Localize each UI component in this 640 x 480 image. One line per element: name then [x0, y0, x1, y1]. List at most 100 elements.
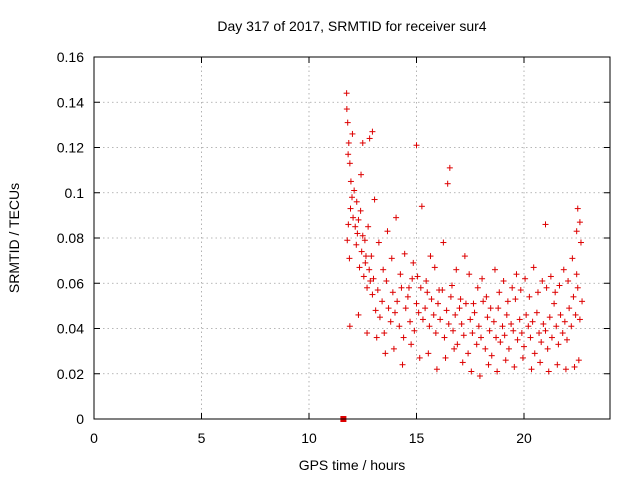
grid-layer [94, 57, 610, 419]
data-point [522, 275, 529, 282]
data-point [487, 305, 494, 312]
data-point [511, 363, 518, 370]
data-point [557, 311, 564, 318]
y-tick-label: 0.16 [57, 49, 84, 65]
data-point [531, 350, 538, 357]
data-point [508, 320, 515, 327]
data-point [568, 323, 575, 330]
data-point [458, 320, 465, 327]
data-point [411, 327, 418, 334]
data-point [470, 300, 477, 307]
data-point [442, 354, 449, 361]
data-point [468, 368, 475, 375]
data-point [440, 239, 447, 246]
data-point [561, 318, 568, 325]
data-point [390, 345, 397, 352]
data-point [370, 275, 377, 282]
data-point [379, 298, 386, 305]
data-point [521, 343, 527, 350]
data-point [486, 327, 493, 334]
data-point [364, 330, 371, 337]
data-point [483, 293, 490, 300]
data-point [539, 277, 546, 284]
data-point [404, 293, 411, 300]
data-point [493, 334, 500, 341]
data-point [475, 323, 482, 330]
data-point [548, 334, 555, 341]
data-point [355, 216, 362, 223]
data-point [523, 311, 530, 318]
data-point [565, 277, 572, 284]
data-point [353, 241, 360, 248]
data-point [346, 323, 353, 330]
data-point [385, 305, 392, 312]
y-tick-label: 0.02 [57, 366, 84, 382]
data-point [345, 151, 352, 158]
data-point [510, 327, 517, 334]
data-point [436, 287, 443, 294]
data-point [376, 314, 383, 321]
data-point [551, 300, 558, 307]
data-point [451, 345, 458, 352]
data-point [453, 266, 460, 273]
data-point [528, 366, 535, 373]
data-point [450, 327, 457, 334]
data-point [554, 361, 561, 368]
data-point [428, 296, 435, 303]
data-point [501, 332, 508, 339]
data-point [555, 341, 562, 348]
y-tick-label: 0.04 [57, 321, 84, 337]
data-point [479, 275, 486, 282]
data-point [465, 350, 472, 357]
x-tick-labels: 0 5 10 15 20 [90, 430, 532, 446]
data-point [358, 171, 365, 178]
data-point [375, 239, 382, 246]
data-point [413, 142, 420, 149]
data-point [346, 255, 353, 262]
data-point [499, 323, 506, 330]
data-point [381, 330, 388, 337]
data-point [343, 106, 350, 113]
data-point [454, 341, 461, 348]
data-point [538, 339, 545, 346]
data-point [413, 300, 420, 307]
data-point [393, 214, 400, 221]
x-tick-label: 20 [516, 430, 532, 446]
y-tick-label: 0.06 [57, 275, 84, 291]
data-point [371, 196, 378, 203]
data-point [473, 341, 480, 348]
data-point [579, 298, 586, 305]
data-point [418, 203, 425, 210]
data-point [374, 287, 381, 294]
data-point [441, 334, 448, 341]
data-point [405, 284, 412, 291]
data-point [491, 266, 498, 273]
data-point [433, 366, 440, 373]
data-point [530, 264, 537, 271]
data-point [358, 248, 365, 255]
data-point [344, 237, 351, 244]
data-point [350, 214, 357, 221]
data-point [494, 368, 501, 375]
data-point [369, 291, 376, 298]
data-point [364, 284, 371, 291]
data-point [482, 345, 489, 352]
data-point [416, 354, 423, 361]
data-point [344, 119, 351, 126]
data-point [361, 237, 368, 244]
data-point [347, 178, 354, 185]
data-point [443, 307, 450, 314]
data-point [542, 327, 549, 334]
data-point [410, 259, 417, 266]
data-point [354, 230, 361, 237]
data-point [474, 284, 481, 291]
y-tick-labels: 0 0.02 0.04 0.06 0.08 0.1 0.12 0.14 0.16 [57, 49, 84, 427]
data-point [495, 305, 502, 312]
data-point [343, 90, 350, 97]
data-point [576, 219, 583, 226]
data-point [540, 320, 547, 327]
data-point [353, 198, 360, 205]
data-point [503, 311, 510, 318]
data-point [485, 361, 492, 368]
data-point [488, 352, 495, 359]
